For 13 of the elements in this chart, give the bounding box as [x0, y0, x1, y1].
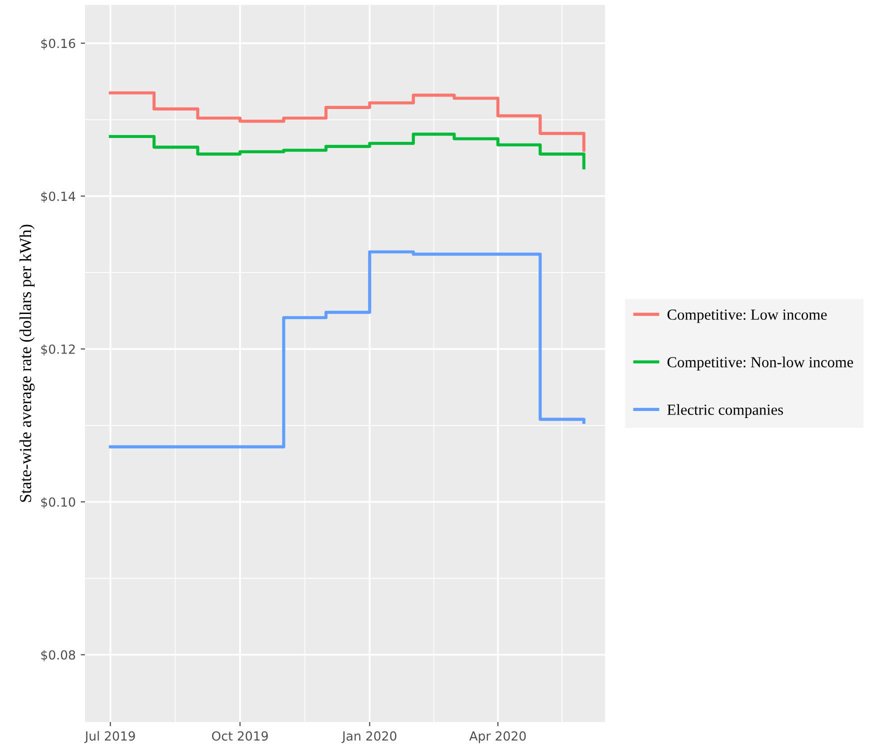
legend-label: Electric companies [667, 404, 783, 418]
legend-label: Competitive: Low income [668, 310, 827, 323]
x-tick-label: Apr 2020 [469, 731, 526, 744]
y-tick-label: $0.08 [41, 650, 76, 662]
x-tick-label: Jan 2020 [341, 731, 396, 744]
y-tick-label: $0.14 [41, 191, 76, 203]
y-tick-label: $0.12 [41, 344, 75, 356]
legend-label: Competitive: Non-low income [668, 356, 854, 370]
x-tick-label: Oct 2019 [212, 731, 268, 741]
y-axis-title: State-wide average rate (dollars per kWh) [19, 224, 35, 502]
x-tick-label: Jul 2019 [84, 731, 135, 744]
y-tick-label: $0.10 [41, 497, 76, 508]
y-tick-label: $0.16 [41, 38, 76, 50]
